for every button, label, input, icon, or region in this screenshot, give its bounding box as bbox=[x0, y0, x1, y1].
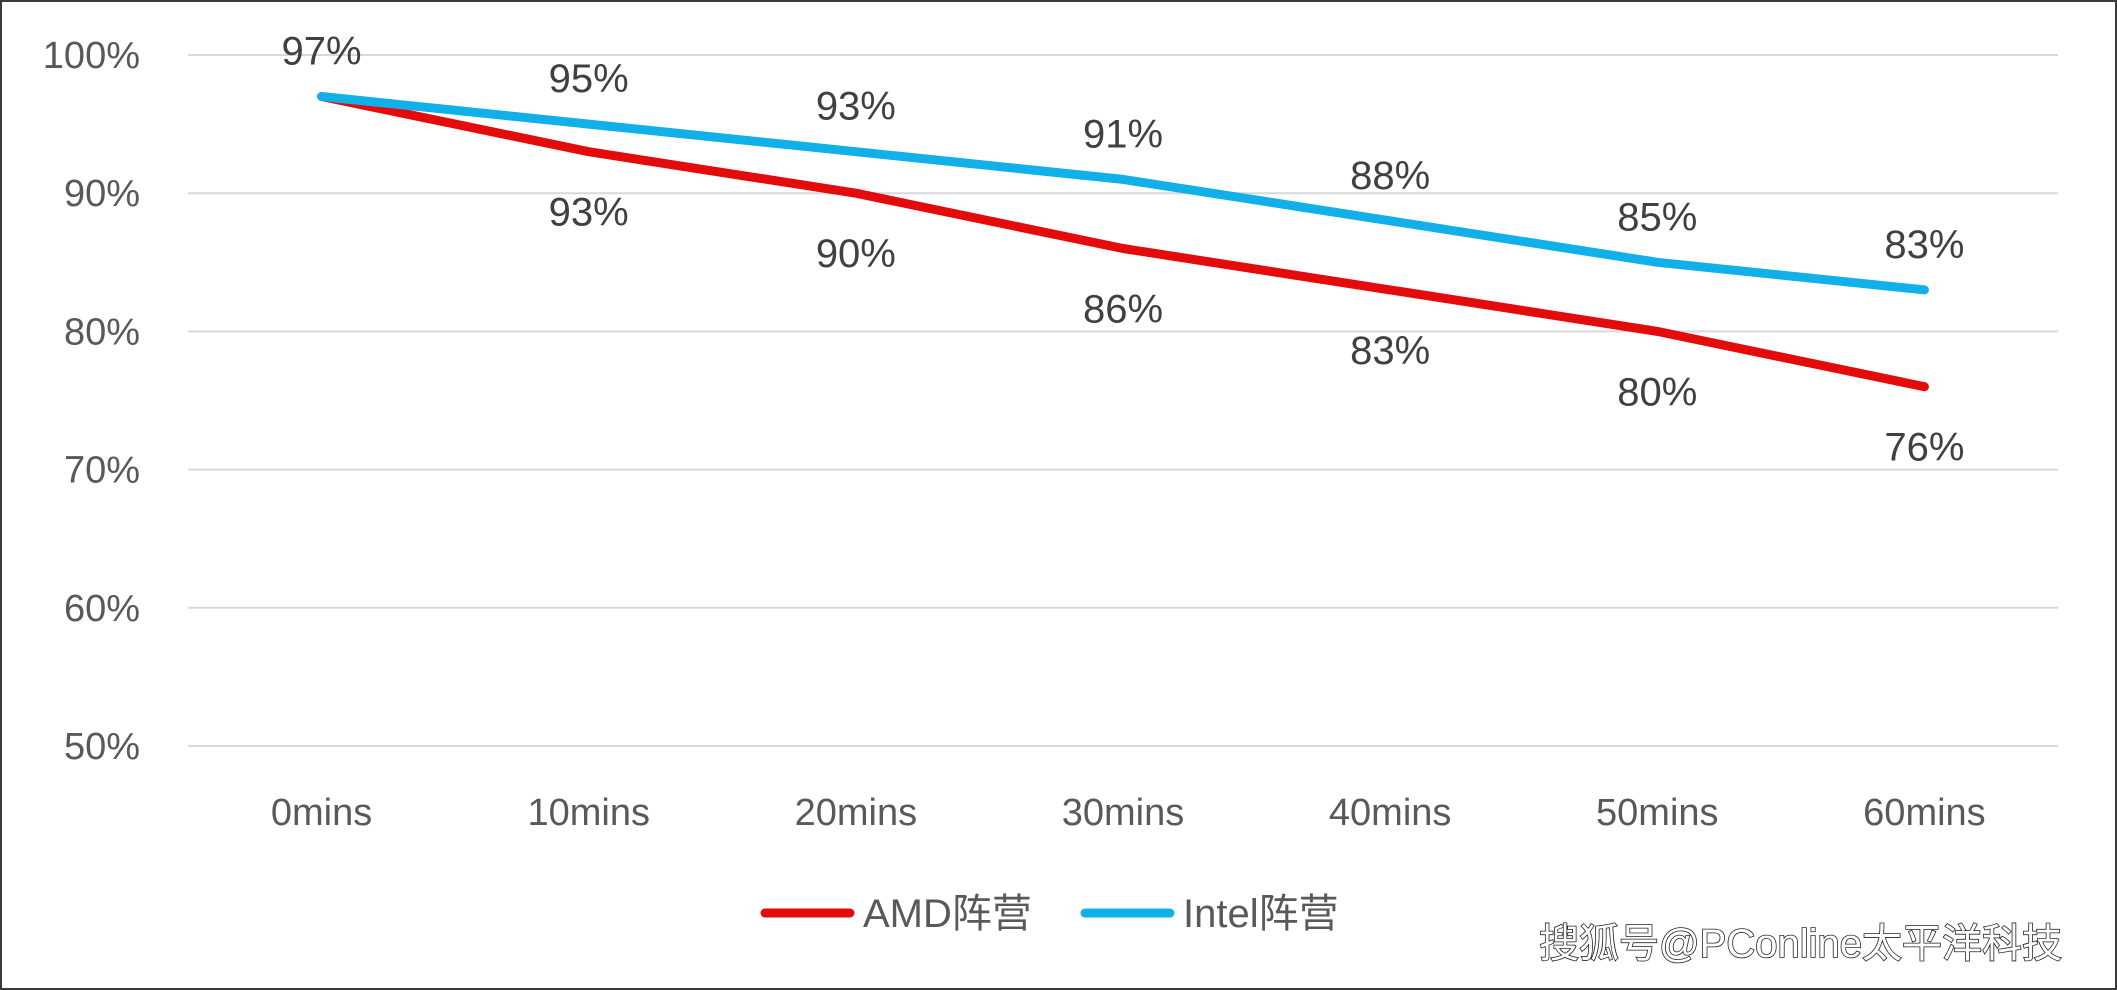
data-label: 90% bbox=[816, 232, 896, 276]
data-label: 83% bbox=[1350, 329, 1430, 373]
series-line-1 bbox=[317, 92, 1929, 295]
y-tick-label: 70% bbox=[64, 450, 140, 492]
series-line-0 bbox=[317, 92, 1929, 392]
legend-label: Intel阵营 bbox=[1183, 892, 1339, 936]
watermark-text: 搜狐号@PConline太平洋科技 bbox=[1539, 922, 2062, 966]
x-tick-label: 50mins bbox=[1596, 792, 1719, 834]
data-label: 93% bbox=[549, 191, 629, 235]
data-label: 85% bbox=[1617, 195, 1697, 239]
data-label: 76% bbox=[1884, 426, 1964, 470]
data-label: 93% bbox=[816, 85, 896, 129]
data-label: 83% bbox=[1884, 223, 1964, 267]
data-label: 86% bbox=[1083, 287, 1163, 331]
x-tick-label: 20mins bbox=[795, 792, 918, 834]
data-label: 80% bbox=[1617, 370, 1697, 414]
data-label: 91% bbox=[1083, 112, 1163, 156]
x-axis-ticks: 0mins 10mins 20mins 30mins 40mins 50mins 60min… bbox=[271, 792, 1986, 834]
x-tick-label: 40mins bbox=[1329, 792, 1452, 834]
x-tick-label: 30mins bbox=[1062, 792, 1185, 834]
data-label: 97% bbox=[282, 29, 362, 73]
x-tick-label: 10mins bbox=[527, 792, 650, 834]
legend-label: AMD阵营 bbox=[863, 892, 1032, 936]
gridlines bbox=[188, 54, 2058, 747]
x-tick-label: 60mins bbox=[1863, 792, 1986, 834]
data-label: 88% bbox=[1350, 154, 1430, 198]
x-tick-label: 0mins bbox=[271, 792, 372, 834]
y-tick-label: 50% bbox=[64, 726, 140, 768]
y-axis-ticks: 50% 60% 70% 80% 90% 100% bbox=[43, 35, 140, 768]
data-labels: 93% 90% 86% 83% 80% 76% 97% 95% 93% 91% 88% 85% 83% bbox=[282, 29, 1965, 469]
legend: AMD阵营 Intel阵营 bbox=[760, 892, 1339, 936]
y-tick-label: 80% bbox=[64, 311, 140, 353]
y-tick-label: 90% bbox=[64, 173, 140, 215]
data-label: 95% bbox=[549, 57, 629, 101]
y-tick-label: 100% bbox=[43, 35, 140, 77]
series-lines bbox=[317, 92, 1929, 392]
y-tick-label: 60% bbox=[64, 588, 140, 630]
